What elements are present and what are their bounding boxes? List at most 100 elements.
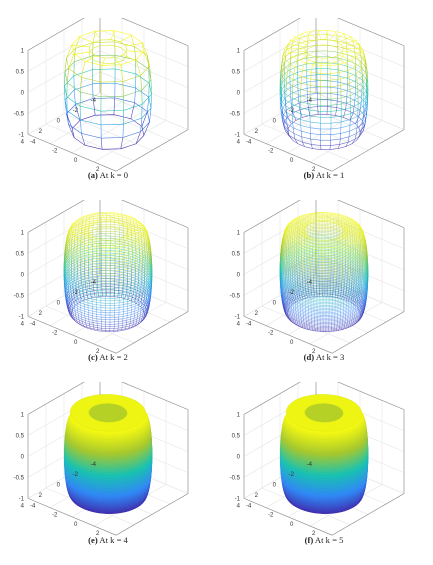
mesh-meridian: [346, 97, 347, 103]
grid-line: [244, 18, 404, 50]
y-tick-label: 4: [21, 139, 25, 145]
mesh-meridian: [302, 137, 303, 142]
mesh-meridian: [361, 56, 362, 62]
z-tick-label: -1: [19, 132, 25, 138]
mesh-meridian: [289, 242, 290, 244]
mesh-meridian: [136, 132, 141, 144]
mesh-meridian: [136, 293, 137, 296]
x-tick-label: -4: [30, 321, 36, 327]
mesh-meridian: [298, 97, 299, 103]
mesh-meridian: [283, 65, 284, 71]
z-tick-label: 0.5: [232, 69, 241, 75]
mesh-meridian: [318, 107, 319, 115]
mesh-meridian: [151, 94, 152, 108]
mesh-top-spoke: [341, 53, 358, 57]
mesh-meridian: [144, 122, 150, 135]
y-tick-label: 2: [39, 311, 43, 317]
mesh-meridian: [147, 97, 148, 111]
mesh-meridian: [282, 103, 283, 109]
z-tick-label: 1: [237, 48, 241, 54]
mesh-meridian: [363, 76, 364, 82]
panel-caption-text: At k = 1: [316, 170, 344, 180]
z-tick-label: 0: [237, 90, 241, 96]
panel-caption: (c) At k = 2: [0, 352, 216, 362]
mesh-top-spoke: [126, 43, 143, 46]
z-tick-label: 0: [21, 90, 25, 96]
mesh-meridian: [101, 65, 102, 82]
mesh-top-spoke: [106, 212, 107, 221]
mesh-meridian: [79, 248, 80, 251]
axis-edge: [28, 134, 116, 171]
mesh-top-spoke: [288, 51, 306, 53]
mesh-meridian: [354, 100, 355, 106]
z-tick-label: 1: [21, 48, 25, 54]
mesh-top-spoke: [102, 58, 105, 67]
mesh-top-spoke: [79, 37, 94, 43]
panel-label: (c): [88, 352, 98, 362]
panel-caption-text: At k = 2: [99, 352, 127, 362]
mesh-meridian: [293, 122, 294, 128]
mesh-top-spoke: [98, 213, 103, 222]
mesh-top-spoke: [111, 240, 114, 249]
mesh-meridian: [291, 241, 292, 243]
mesh-meridian: [355, 117, 359, 124]
grid-line: [244, 51, 404, 93]
mesh-meridian: [74, 242, 75, 245]
panel-label: (a): [88, 170, 98, 180]
mesh-meridian: [117, 247, 118, 251]
mesh-meridian: [141, 118, 142, 132]
mesh-meridian: [349, 131, 350, 137]
mesh-meridian: [357, 122, 358, 128]
mesh-top-spoke: [334, 34, 344, 42]
mesh-meridian: [361, 98, 362, 104]
mesh-meridian: [355, 52, 356, 58]
grid-line: [28, 18, 188, 50]
mesh-meridian: [340, 72, 341, 79]
mesh-meridian: [287, 236, 288, 238]
mesh-top-spoke: [127, 51, 145, 53]
mesh-meridian: [343, 110, 345, 118]
mesh-meridian: [98, 293, 99, 297]
z-tick-label: -0.5: [14, 111, 25, 117]
surface-mesh: [65, 31, 152, 150]
z-tick-label: -1: [235, 132, 241, 138]
z-tick-label: 0.5: [16, 251, 25, 257]
mesh-meridian: [87, 244, 88, 248]
mesh-meridian: [131, 103, 135, 119]
mesh-meridian: [67, 45, 73, 58]
mesh-meridian: [340, 139, 341, 144]
z-tick-label: 0: [21, 272, 25, 278]
mesh-meridian: [67, 69, 68, 83]
mesh-meridian: [94, 246, 95, 250]
mesh-meridian: [364, 109, 365, 115]
mesh-meridian: [93, 84, 94, 99]
grid-line: [46, 306, 134, 343]
mesh-meridian: [65, 58, 67, 72]
y-tick-label: 0: [273, 119, 277, 125]
mesh-meridian: [73, 250, 74, 253]
y-tick-label: 0: [57, 301, 61, 307]
grid-line: [262, 124, 350, 161]
grid-line: [28, 200, 188, 232]
mesh-top-spoke: [127, 227, 145, 229]
x-tick-label: -2: [52, 149, 58, 155]
mesh-ring: [65, 83, 151, 125]
axis-edge: [244, 316, 332, 353]
mesh-meridian: [148, 246, 149, 249]
mesh-meridian: [308, 108, 310, 116]
axis-edge: [332, 130, 404, 172]
y-tick-label: -2: [73, 108, 79, 114]
y-tick-label: -4: [91, 280, 97, 286]
y-tick-label: 4: [237, 139, 241, 145]
y-tick-label: 4: [21, 321, 25, 327]
mesh-meridian: [132, 248, 133, 251]
y-tick-label: -4: [91, 98, 97, 104]
grid-line: [244, 275, 404, 317]
mesh-meridian: [79, 292, 80, 295]
mesh-ring: [282, 40, 365, 80]
mesh-meridian: [293, 128, 294, 134]
mesh-meridian: [346, 247, 347, 249]
y-tick-label: -4: [307, 98, 313, 104]
mesh-ring: [281, 45, 366, 86]
mesh-meridian: [80, 77, 81, 92]
